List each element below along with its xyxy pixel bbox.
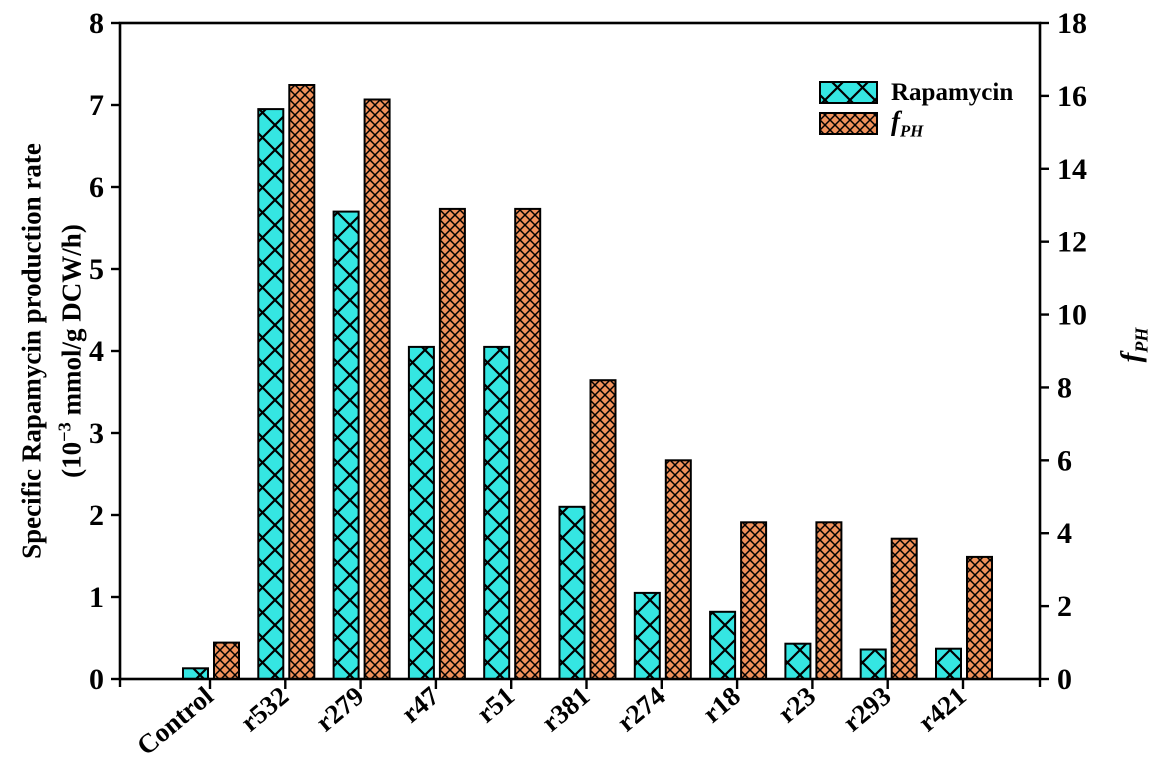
bar-fph-r279 <box>363 98 391 680</box>
x-tick-label-r18: r18 <box>697 681 746 729</box>
bar-fph-r18 <box>740 521 768 680</box>
bar-fph-r23 <box>815 521 843 680</box>
bar-fph-r532 <box>288 84 316 680</box>
right-tick-label-0: 0 <box>1057 663 1072 696</box>
bar-fph-Control <box>213 641 240 680</box>
right-tick-label-12: 12 <box>1057 226 1087 259</box>
bar-fph-r274 <box>664 459 692 680</box>
right-tick-label-2: 2 <box>1057 590 1072 623</box>
x-tick-label-Control: Control <box>131 680 219 761</box>
x-tick-label-r381: r381 <box>536 681 595 738</box>
left-axis-exponent: −3 <box>54 422 75 442</box>
bar-rapamycin-r274 <box>633 591 661 681</box>
right-tick-label-14: 14 <box>1057 153 1087 186</box>
x-tick-label-r47: r47 <box>396 681 445 729</box>
right-tick-label-6: 6 <box>1057 444 1072 477</box>
bars-layer <box>182 84 993 681</box>
x-tick-label-r51: r51 <box>471 681 520 729</box>
bar-rapamycin-r381 <box>558 505 586 680</box>
bar-rapamycin-r421 <box>935 647 962 681</box>
right-axis-label: fPH <box>1115 327 1152 363</box>
left-tick-label-1: 1 <box>89 581 104 614</box>
legend-swatches <box>819 81 878 135</box>
x-tick-label-r293: r293 <box>837 681 896 738</box>
bar-fph-r381 <box>589 379 617 680</box>
x-tick-label-r279: r279 <box>310 681 369 738</box>
left-axis-label-line1: Specific Rapamycin production rate <box>16 143 47 559</box>
x-tick-label-r421: r421 <box>912 681 971 738</box>
right-tick-label-4: 4 <box>1057 517 1072 550</box>
bar-rapamycin-r293 <box>859 648 887 680</box>
left-tick-label-2: 2 <box>89 499 104 532</box>
legend-swatch-fph <box>819 112 878 135</box>
bar-rapamycin-r23 <box>784 642 812 681</box>
right-tick-label-16: 16 <box>1057 80 1087 113</box>
legend-label-fph: fPH <box>891 106 924 141</box>
left-tick-label-5: 5 <box>89 253 104 286</box>
bar-rapamycin-r18 <box>709 610 737 680</box>
bar-fph-r51 <box>514 207 542 680</box>
bar-rapamycin-r532 <box>257 108 285 681</box>
bar-rapamycin-r51 <box>483 345 511 680</box>
bar-fph-r421 <box>966 555 993 681</box>
left-tick-label-7: 7 <box>89 89 104 122</box>
bar-fph-r293 <box>890 537 918 681</box>
left-axis-label-line2: (10−3 mmol/g DCW/h) <box>54 224 87 478</box>
left-tick-label-3: 3 <box>89 417 104 450</box>
left-axis-label: Specific Rapamycin production rate (10−3… <box>16 143 89 559</box>
left-tick-label-8: 8 <box>89 7 104 40</box>
x-tick-label-r23: r23 <box>772 681 821 729</box>
x-tick-label-r532: r532 <box>235 681 294 738</box>
bar-rapamycin-r47 <box>407 345 435 680</box>
x-tick-label-r274: r274 <box>611 681 670 738</box>
bar-rapamycin-r279 <box>332 210 360 680</box>
legend-swatch-rapamycin <box>819 81 878 104</box>
right-tick-label-8: 8 <box>1057 371 1072 404</box>
left-tick-label-0: 0 <box>89 663 104 696</box>
left-tick-label-4: 4 <box>89 335 104 368</box>
right-tick-label-18: 18 <box>1057 7 1087 40</box>
bar-fph-r47 <box>438 207 466 680</box>
right-tick-label-10: 10 <box>1057 299 1087 332</box>
bar-rapamycin-Control <box>182 667 209 680</box>
left-tick-label-6: 6 <box>89 171 104 204</box>
legend-label-rapamycin: Rapamycin <box>891 79 1014 106</box>
